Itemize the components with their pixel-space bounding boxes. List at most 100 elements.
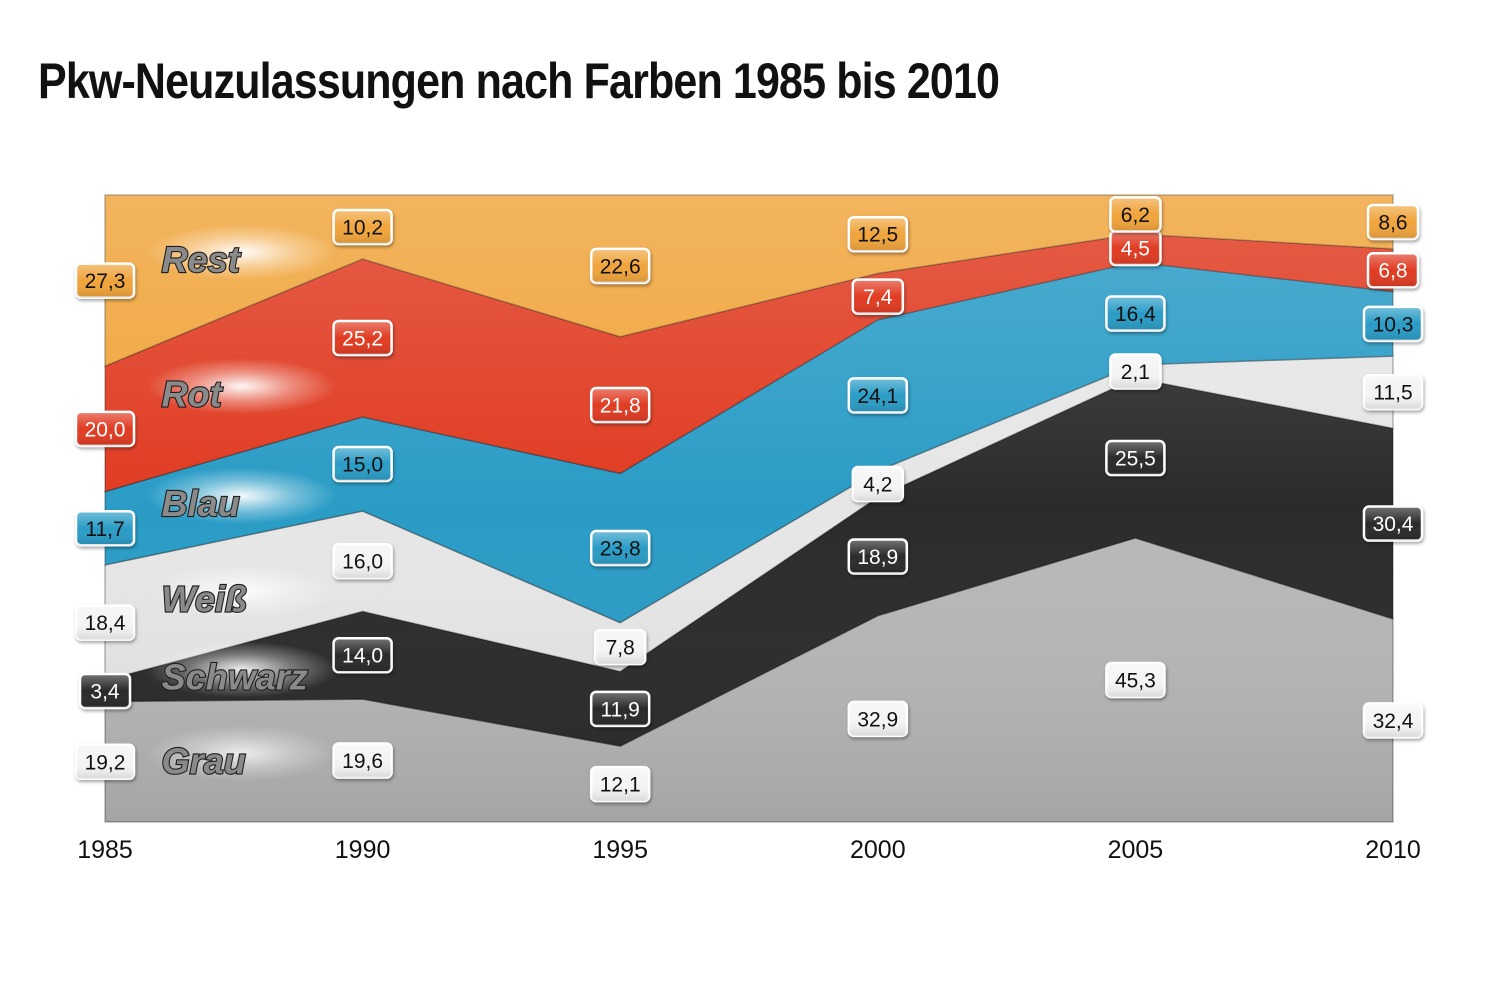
value-text: 19,6 <box>342 750 383 773</box>
value-box-gloss <box>1364 306 1422 341</box>
value-box-gloss <box>595 630 646 665</box>
value-label-schwarz-2010: 30,4 <box>1362 505 1424 542</box>
x-tick-2010: 2010 <box>1365 836 1421 864</box>
value-label-grau-2010: 32,4 <box>1362 702 1424 739</box>
value-label-weiss-2005: 2,1 <box>1109 353 1162 390</box>
value-text: 18,4 <box>85 612 126 635</box>
value-text: 23,8 <box>600 538 641 561</box>
value-text: 11,5 <box>1373 382 1412 405</box>
value-label-rot-2005: 4,5 <box>1109 229 1162 267</box>
value-box-gloss <box>591 531 650 566</box>
value-box-gloss <box>1368 204 1418 239</box>
value-label-blau-2010: 10,3 <box>1362 305 1424 343</box>
value-box-gloss <box>591 767 650 802</box>
value-text: 22,6 <box>600 255 641 278</box>
x-tick-1995: 1995 <box>592 836 648 864</box>
value-text: 2,1 <box>1121 361 1150 384</box>
value-text: 7,4 <box>863 286 893 309</box>
value-box-gloss <box>591 248 650 283</box>
value-box-gloss <box>1106 441 1165 476</box>
value-box-gloss <box>76 744 134 779</box>
value-box-gloss <box>591 388 650 423</box>
value-box-gloss <box>848 217 907 252</box>
value-label-rest-2010: 8,6 <box>1366 203 1420 241</box>
value-box-gloss <box>1110 197 1161 232</box>
value-label-weiss-1995: 7,8 <box>593 628 647 666</box>
series-label-blau: Blau <box>162 483 240 524</box>
value-text: 25,2 <box>342 327 383 350</box>
value-text: 32,4 <box>1373 710 1414 733</box>
value-label-weiss-1990: 16,0 <box>332 542 393 580</box>
value-label-grau-1990: 19,6 <box>332 742 393 779</box>
value-label-rest-1985: 27,3 <box>74 262 136 299</box>
value-text: 10,3 <box>1373 313 1414 336</box>
value-box-gloss <box>848 378 907 413</box>
value-label-rest-2005: 6,2 <box>1109 196 1162 233</box>
value-label-blau-1985: 11,7 <box>74 510 136 547</box>
value-label-grau-1995: 12,1 <box>589 765 651 803</box>
x-tick-1985: 1985 <box>77 836 133 864</box>
value-text: 18,9 <box>857 546 898 569</box>
value-box-gloss <box>1368 253 1418 288</box>
value-box-gloss <box>852 279 903 314</box>
value-box-gloss <box>848 701 907 736</box>
value-text: 3,4 <box>90 680 120 703</box>
value-text: 45,3 <box>1115 669 1156 692</box>
value-text: 19,2 <box>85 751 126 774</box>
value-text: 10,2 <box>342 216 383 239</box>
value-box-gloss <box>76 511 134 546</box>
value-text: 20,0 <box>85 418 126 441</box>
series-label-rest: Rest <box>162 239 242 280</box>
value-box-gloss <box>80 673 130 708</box>
value-text: 16,0 <box>342 551 383 574</box>
value-box-gloss <box>333 743 392 778</box>
value-label-grau-1985: 19,2 <box>74 743 136 781</box>
value-text: 6,2 <box>1121 204 1150 227</box>
value-text: 16,4 <box>1115 303 1156 326</box>
value-label-schwarz-1995: 11,9 <box>589 690 651 728</box>
value-text: 6,8 <box>1378 260 1407 283</box>
value-label-weiss-2000: 4,2 <box>851 465 905 503</box>
value-text: 12,1 <box>600 774 641 797</box>
value-box-gloss <box>848 539 907 574</box>
value-label-rot-2000: 7,4 <box>851 278 905 315</box>
value-box-gloss <box>76 411 134 446</box>
chart-title: Pkw-Neuzulassungen nach Farben 1985 bis … <box>38 53 1000 109</box>
value-box-gloss <box>1106 296 1165 331</box>
value-label-blau-2005: 16,4 <box>1105 295 1166 332</box>
value-text: 11,7 <box>85 518 124 541</box>
value-label-weiss-2010: 11,5 <box>1362 373 1424 411</box>
value-label-weiss-1985: 18,4 <box>74 604 136 641</box>
value-labels: 19,2 19,6 12,1 32,9 45,3 32,4 3,4 14,0 11,9 18,9 2… <box>74 196 1424 803</box>
value-text: 8,6 <box>1378 211 1407 234</box>
value-box-gloss <box>333 446 392 481</box>
value-box-gloss <box>1110 354 1161 389</box>
value-box-gloss <box>333 638 392 673</box>
value-box-gloss <box>1364 703 1422 738</box>
value-label-rot-1990: 25,2 <box>332 319 393 357</box>
value-label-rest-2000: 12,5 <box>847 215 909 253</box>
value-text: 4,2 <box>863 474 892 497</box>
value-text: 24,1 <box>857 385 898 408</box>
series-label-schwarz: Schwarz <box>162 656 308 697</box>
value-label-rot-1995: 21,8 <box>589 386 651 424</box>
value-text: 15,0 <box>342 453 383 476</box>
value-text: 12,5 <box>857 224 898 247</box>
value-box-gloss <box>1364 506 1422 541</box>
plot-shading <box>105 195 1393 822</box>
value-text: 25,5 <box>1115 448 1156 471</box>
value-label-rest-1990: 10,2 <box>332 208 393 246</box>
x-axis-ticks: 1985 1990 1995 2000 2005 2010 <box>77 836 1421 864</box>
value-label-rot-1985: 20,0 <box>74 410 136 448</box>
value-box-gloss <box>1106 662 1165 697</box>
value-box-gloss <box>852 467 903 502</box>
series-label-grau: Grau <box>162 740 246 781</box>
value-text: 27,3 <box>85 270 126 293</box>
value-label-rot-2010: 6,8 <box>1366 251 1420 289</box>
value-label-rest-1995: 22,6 <box>589 247 651 285</box>
value-label-blau-1990: 15,0 <box>332 445 393 483</box>
x-tick-2000: 2000 <box>850 836 906 864</box>
value-text: 4,5 <box>1121 237 1150 260</box>
value-box-gloss <box>591 691 650 726</box>
